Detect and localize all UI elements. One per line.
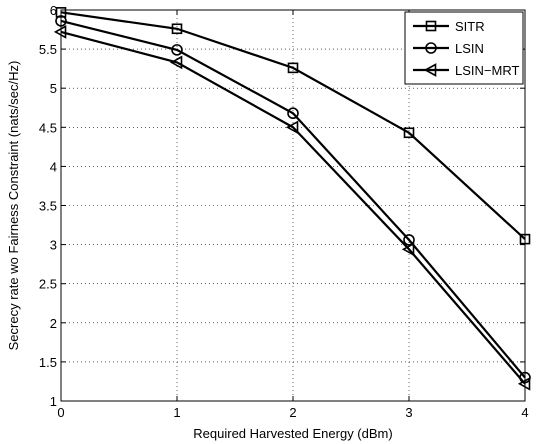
x-axis-label: Required Harvested Energy (dBm) (193, 426, 392, 441)
y-axis-label: Secrecy rate wo Fairness Constraint (nat… (6, 61, 21, 351)
x-tick-label: 2 (289, 405, 296, 420)
series-circle (55, 15, 531, 384)
y-tick-label: 1.5 (39, 355, 57, 370)
data-point (169, 55, 183, 70)
data-point (171, 23, 183, 35)
legend-entry: LSIN−MRT (413, 63, 519, 78)
data-point (287, 62, 299, 74)
legend-marker (425, 20, 437, 32)
data-point (401, 242, 415, 257)
x-tick-label: 3 (405, 405, 412, 420)
series-triangle-left (53, 25, 531, 391)
y-tick-label: 2.5 (39, 277, 57, 292)
y-tick-label: 2 (50, 316, 57, 331)
legend-label: LSIN (455, 41, 484, 56)
data-point (517, 376, 531, 391)
series-group (53, 7, 531, 391)
legend-label: SITR (455, 19, 485, 34)
x-tick-label: 4 (521, 405, 528, 420)
data-point (285, 120, 299, 135)
y-tick-label: 6 (50, 3, 57, 18)
axis-ticks: 0 1 2 3 411.522.533.544.555.56 (39, 3, 529, 420)
series-line (60, 19, 526, 379)
series-square (55, 7, 531, 245)
legend: SITR LSIN LSIN−MRT (404, 11, 524, 85)
x-tick-label: 1 (173, 405, 180, 420)
data-point (519, 233, 531, 245)
y-tick-label: 3.5 (39, 199, 57, 214)
x-tick-label: 0 (57, 405, 64, 420)
data-point (171, 44, 183, 56)
data-point (55, 15, 67, 27)
y-tick-label: 5 (50, 81, 57, 96)
legend-marker (423, 63, 437, 77)
legend-marker (425, 42, 437, 54)
legend-entry: SITR (413, 19, 485, 34)
data-point (403, 234, 415, 246)
data-point (53, 25, 67, 39)
y-tick-label: 3 (50, 238, 57, 253)
series-line (60, 30, 526, 385)
y-tick-label: 4 (50, 159, 57, 174)
legend-label: LSIN−MRT (455, 63, 519, 78)
data-point (403, 127, 415, 139)
data-point (55, 7, 67, 18)
y-tick-label: 4.5 (39, 120, 57, 135)
data-point (287, 107, 299, 120)
y-tick-label: 1 (50, 394, 57, 409)
y-tick-label: 5.5 (39, 42, 57, 57)
legend-entry: LSIN (413, 41, 484, 56)
series-line (60, 11, 526, 240)
